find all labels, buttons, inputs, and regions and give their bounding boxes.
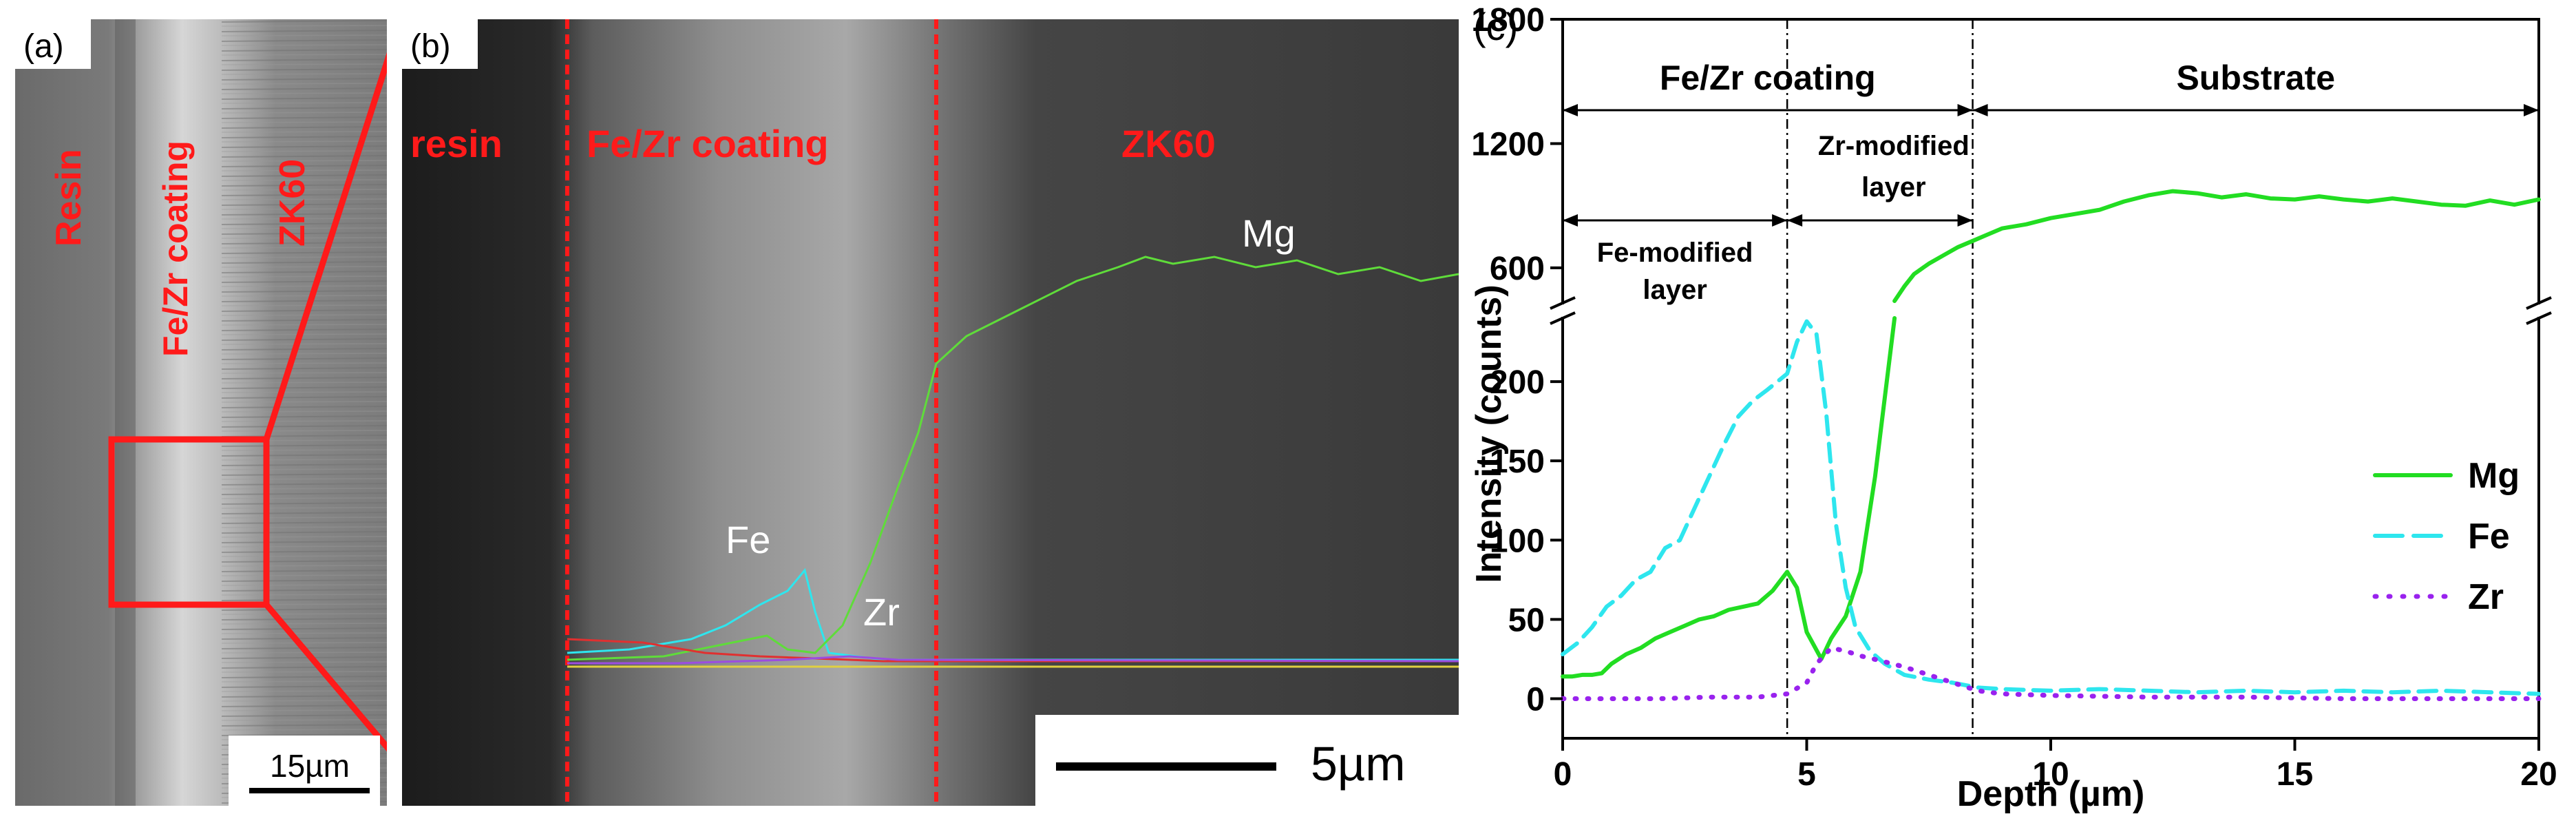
region-annotations: Fe/Zr coating Substrate Fe-modified layer Zr… <box>1563 59 2539 305</box>
arrow-substrate-head-right <box>2524 104 2539 116</box>
region-zk60: ZK60 <box>1121 122 1216 165</box>
linescan-red <box>567 638 1459 663</box>
region-label-zr-modified: Zr-modified <box>1818 131 1970 161</box>
panel-a-label: (a) <box>23 28 64 65</box>
sem-texture <box>15 19 387 806</box>
arrow-substrate-head-left <box>1972 104 1988 116</box>
scalebar-box <box>1035 715 1459 806</box>
arrow-coating-head-right <box>1957 104 1973 116</box>
trace-label-fe: Fe <box>726 518 770 561</box>
x-tick-label: 20 <box>2520 756 2557 793</box>
y-tick-label: 0 <box>1526 681 1545 718</box>
label-box <box>402 19 478 69</box>
series-line-mg <box>1561 316 1897 679</box>
region-coating: Fe/Zr coating <box>587 122 829 165</box>
trace-label-mg: Mg <box>1242 211 1296 255</box>
arrow-fe-layer-head-left <box>1563 214 1578 227</box>
series-group <box>1560 189 2542 701</box>
y-tick-label: 600 <box>1490 251 1545 287</box>
arrow-fe-layer-head-right <box>1772 214 1788 227</box>
scalebar-label: 5µm <box>1311 737 1406 791</box>
region-label-zr-layer: layer <box>1861 172 1925 202</box>
coating-edge <box>115 19 136 806</box>
break-gap-left <box>1554 304 1571 317</box>
linescan-fe <box>567 567 1459 661</box>
legend: Mg Fe Zr <box>2372 456 2520 617</box>
y-tick-label: 100 <box>1490 523 1545 559</box>
arrow-zr-layer-head-right <box>1957 214 1973 227</box>
scalebar-box <box>229 736 380 806</box>
x-axis-label: Depth (µm) <box>1957 774 2145 814</box>
y-tick-label: 200 <box>1490 364 1545 401</box>
panel-b-image: (b) resin Fe/Zr coating ZK60 Mg Fe Zr 5µ… <box>402 19 1459 806</box>
x-tick-label: 10 <box>2032 756 2069 793</box>
label-fe-zr-coating: Fe/Zr coating <box>156 140 195 357</box>
legend-label-mg: Mg <box>2468 456 2520 496</box>
y-axis-label: Intensity (counts) <box>1473 284 1509 583</box>
series-line-zr <box>1560 645 2542 701</box>
series-line-fe <box>1561 319 2541 696</box>
region-label-coating: Fe/Zr coating <box>1660 59 1876 97</box>
trace-label-zr: Zr <box>863 590 900 634</box>
panel-a-image: (a) Resin Fe/Zr coating ZK60 15µm <box>15 19 387 806</box>
region-label-fe-modified: Fe-modified <box>1597 238 1753 268</box>
x-tick-label: 15 <box>2277 756 2313 793</box>
break-mark <box>2526 311 2552 325</box>
region-resin: resin <box>410 122 503 165</box>
break-mark <box>2526 296 2552 310</box>
label-zk60: ZK60 <box>273 159 313 247</box>
scalebar-label: 15µm <box>270 748 350 784</box>
legend-label-fe: Fe <box>2468 517 2510 556</box>
linescan-mg <box>567 256 1459 661</box>
boundary-lines <box>1786 19 1974 738</box>
region-label-substrate: Substrate <box>2176 59 2335 97</box>
panel-b-sem-linescan: (b) resin Fe/Zr coating ZK60 Mg Fe Zr 5µ… <box>402 19 1459 806</box>
label-box <box>15 19 91 69</box>
arrow-coating-head-left <box>1563 104 1578 116</box>
sem-background <box>402 19 1459 806</box>
plot-frame <box>1561 18 2540 740</box>
panel-c-chart: (c) 0 5 10 15 20 0 50 100 150 200 600 1200 1800 Fe/Z… <box>1473 0 2576 823</box>
panel-c-label: (c) <box>1473 5 1518 48</box>
y-tick-label: 150 <box>1490 444 1545 480</box>
break-mark <box>1550 311 1576 325</box>
linescan-zr <box>567 655 1459 665</box>
zoom-line-top <box>263 52 387 441</box>
axis-break <box>1550 296 2552 325</box>
arrow-zr-layer-head-left <box>1787 214 1803 227</box>
series-line-mg-upper <box>1892 189 2541 303</box>
y-tick-label: 50 <box>1508 602 1545 638</box>
panel-b-label: (b) <box>410 28 451 65</box>
label-resin: Resin <box>49 149 89 247</box>
y-tick-label: 1200 <box>1473 126 1545 163</box>
break-mark <box>1550 296 1576 310</box>
y-tick-label: 1800 <box>1473 2 1545 39</box>
break-gap-right <box>2531 304 2547 317</box>
zoom-region-box <box>108 436 270 608</box>
x-tick-label: 5 <box>1797 756 1816 793</box>
x-tick-label: 0 <box>1554 756 1572 793</box>
panel-a-sem-overview: (a) Resin Fe/Zr coating ZK60 15µm <box>15 19 387 806</box>
legend-label-zr: Zr <box>2468 577 2504 617</box>
region-label-fe-layer: layer <box>1643 275 1707 305</box>
